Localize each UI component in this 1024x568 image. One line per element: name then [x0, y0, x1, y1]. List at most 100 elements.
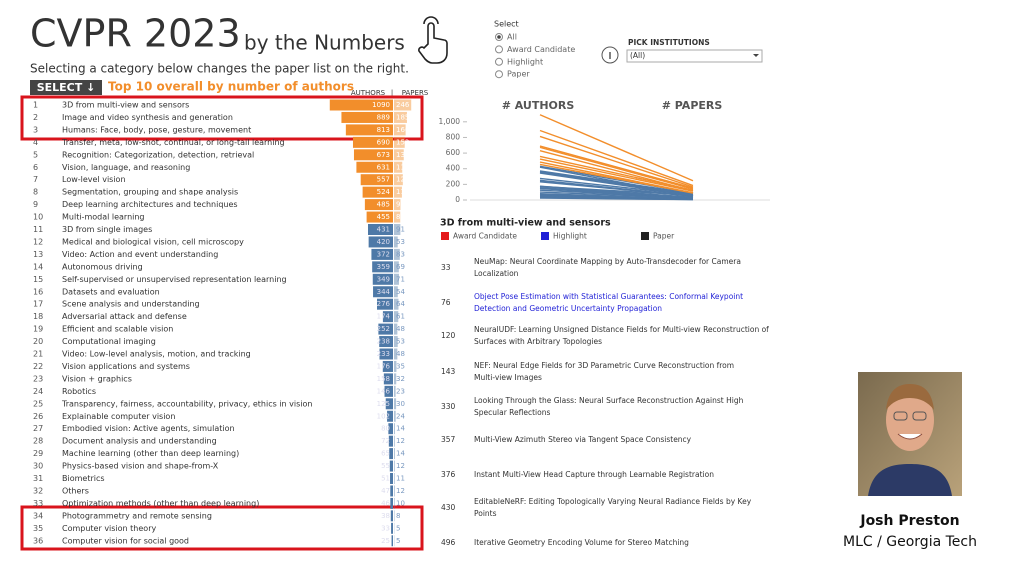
category-rank[interactable]: 15	[33, 275, 43, 284]
category-name[interactable]: Computer vision theory	[62, 524, 156, 533]
papers-bar[interactable]	[394, 473, 395, 484]
category-rank[interactable]: 26	[33, 412, 43, 421]
category-rank[interactable]: 8	[33, 188, 38, 197]
category-rank[interactable]: 11	[33, 225, 43, 234]
category-rank[interactable]: 13	[33, 250, 43, 259]
authors-bar[interactable]	[390, 485, 393, 496]
authors-bar[interactable]	[390, 498, 393, 509]
category-name[interactable]: Video: Action and event understanding	[62, 250, 218, 259]
category-rank[interactable]: 36	[33, 536, 43, 545]
select-button-label[interactable]: SELECT ↓	[37, 81, 96, 94]
category-rank[interactable]: 33	[33, 499, 43, 508]
category-name[interactable]: Vision applications and systems	[62, 362, 190, 371]
category-name[interactable]: Others	[62, 486, 89, 495]
paper-title[interactable]: Multi-View Azimuth Stereo via Tangent Sp…	[474, 435, 692, 444]
radio-button[interactable]	[496, 46, 503, 53]
paper-title[interactable]: Multi-view Images	[474, 373, 542, 382]
category-name[interactable]: Photogrammetry and remote sensing	[62, 511, 212, 520]
category-name[interactable]: Vision, language, and reasoning	[62, 163, 190, 172]
category-name[interactable]: Deep learning architectures and techniqu…	[62, 200, 238, 209]
category-name[interactable]: Multi-modal learning	[62, 213, 145, 222]
category-name[interactable]: Efficient and scalable vision	[62, 325, 173, 334]
papers-bar[interactable]	[394, 461, 395, 472]
authors-bar[interactable]	[390, 461, 393, 472]
authors-bar[interactable]	[391, 510, 393, 521]
radio-label[interactable]: Paper	[507, 70, 530, 79]
paper-title[interactable]: EditableNeRF: Editing Topologically Vary…	[474, 497, 752, 506]
papers-bar[interactable]	[394, 510, 395, 521]
category-name[interactable]: Computational imaging	[62, 337, 156, 346]
paper-title[interactable]: Detection and Geometric Uncertainty Prop…	[474, 304, 662, 313]
authors-bar[interactable]	[391, 523, 393, 534]
category-rank[interactable]: 6	[33, 163, 38, 172]
paper-title[interactable]: Object Pose Estimation with Statistical …	[474, 292, 743, 301]
category-rank[interactable]: 12	[33, 237, 43, 246]
category-name[interactable]: Vision + graphics	[62, 374, 132, 383]
category-name[interactable]: Humans: Face, body, pose, gesture, movem…	[62, 125, 251, 134]
category-name[interactable]: Datasets and evaluation	[62, 287, 160, 296]
paper-title[interactable]: NeuralUDF: Learning Unsigned Distance Fi…	[474, 325, 769, 334]
category-rank[interactable]: 19	[33, 325, 43, 334]
category-rank[interactable]: 1	[33, 101, 38, 110]
category-name[interactable]: Video: Low-level analysis, motion, and t…	[62, 350, 251, 359]
institutions-value[interactable]: (All)	[630, 51, 645, 60]
paper-title[interactable]: Specular Reflections	[474, 408, 550, 417]
radio-label[interactable]: Highlight	[507, 57, 543, 66]
papers-bar[interactable]	[394, 423, 395, 434]
category-name[interactable]: Recognition: Categorization, detection, …	[62, 150, 254, 159]
paper-title[interactable]: Looking Through the Glass: Neural Surfac…	[474, 396, 744, 405]
authors-bar[interactable]	[392, 535, 393, 546]
category-name[interactable]: 3D from single images	[62, 225, 152, 234]
category-name[interactable]: Adversarial attack and defense	[62, 312, 187, 321]
papers-bar[interactable]	[394, 498, 395, 509]
category-rank[interactable]: 5	[33, 150, 38, 159]
category-name[interactable]: Robotics	[62, 387, 96, 396]
category-rank[interactable]: 3	[33, 125, 38, 134]
category-rank[interactable]: 4	[33, 138, 38, 147]
category-name[interactable]: Optimization methods (other than deep le…	[62, 499, 259, 508]
paper-title[interactable]: Localization	[474, 269, 519, 278]
category-name[interactable]: Transparency, fairness, accountability, …	[61, 399, 312, 408]
category-rank[interactable]: 16	[33, 287, 43, 296]
category-rank[interactable]: 27	[33, 424, 43, 433]
category-rank[interactable]: 17	[33, 300, 43, 309]
category-name[interactable]: Machine learning (other than deep learni…	[62, 449, 239, 458]
category-rank[interactable]: 32	[33, 486, 43, 495]
category-rank[interactable]: 25	[33, 399, 43, 408]
paper-title[interactable]: NEF: Neural Edge Fields for 3D Parametri…	[474, 361, 734, 370]
category-rank[interactable]: 2	[33, 113, 38, 122]
category-rank[interactable]: 24	[33, 387, 43, 396]
paper-title[interactable]: NeuMap: Neural Coordinate Mapping by Aut…	[474, 257, 741, 266]
papers-bar[interactable]	[394, 485, 395, 496]
category-name[interactable]: Self-supervised or unsupervised represen…	[62, 275, 287, 284]
category-rank[interactable]: 30	[33, 462, 43, 471]
paper-title[interactable]: Surfaces with Arbitrary Topologies	[474, 337, 602, 346]
radio-button[interactable]	[496, 71, 503, 78]
category-rank[interactable]: 23	[33, 374, 43, 383]
category-name[interactable]: Biometrics	[62, 474, 105, 483]
category-rank[interactable]: 7	[33, 175, 38, 184]
papers-bar[interactable]	[394, 436, 395, 447]
category-rank[interactable]: 18	[33, 312, 43, 321]
category-name[interactable]: Segmentation, grouping and shape analysi…	[62, 188, 238, 197]
category-name[interactable]: Autonomous driving	[62, 262, 143, 271]
category-name[interactable]: Computer vision for social good	[62, 536, 189, 545]
category-rank[interactable]: 28	[33, 437, 43, 446]
paper-title[interactable]: Instant Multi-View Head Capture through …	[474, 470, 714, 479]
category-name[interactable]: Transfer, meta, low-shot, continual, or …	[61, 138, 285, 147]
legend-label[interactable]: Highlight	[553, 232, 587, 241]
category-name[interactable]: Medical and biological vision, cell micr…	[62, 237, 244, 246]
category-rank[interactable]: 29	[33, 449, 43, 458]
category-name[interactable]: Embodied vision: Active agents, simulati…	[62, 424, 235, 433]
category-rank[interactable]: 31	[33, 474, 43, 483]
category-name[interactable]: Document analysis and understanding	[62, 437, 217, 446]
category-rank[interactable]: 21	[33, 350, 43, 359]
category-rank[interactable]: 20	[33, 337, 43, 346]
legend-label[interactable]: Paper	[653, 232, 675, 241]
radio-label[interactable]: All	[507, 33, 517, 42]
category-rank[interactable]: 9	[33, 200, 38, 209]
category-name[interactable]: Scene analysis and understanding	[62, 300, 200, 309]
category-name[interactable]: Explainable computer vision	[62, 412, 175, 421]
category-name[interactable]: Image and video synthesis and generation	[62, 113, 233, 122]
category-rank[interactable]: 14	[33, 262, 43, 271]
